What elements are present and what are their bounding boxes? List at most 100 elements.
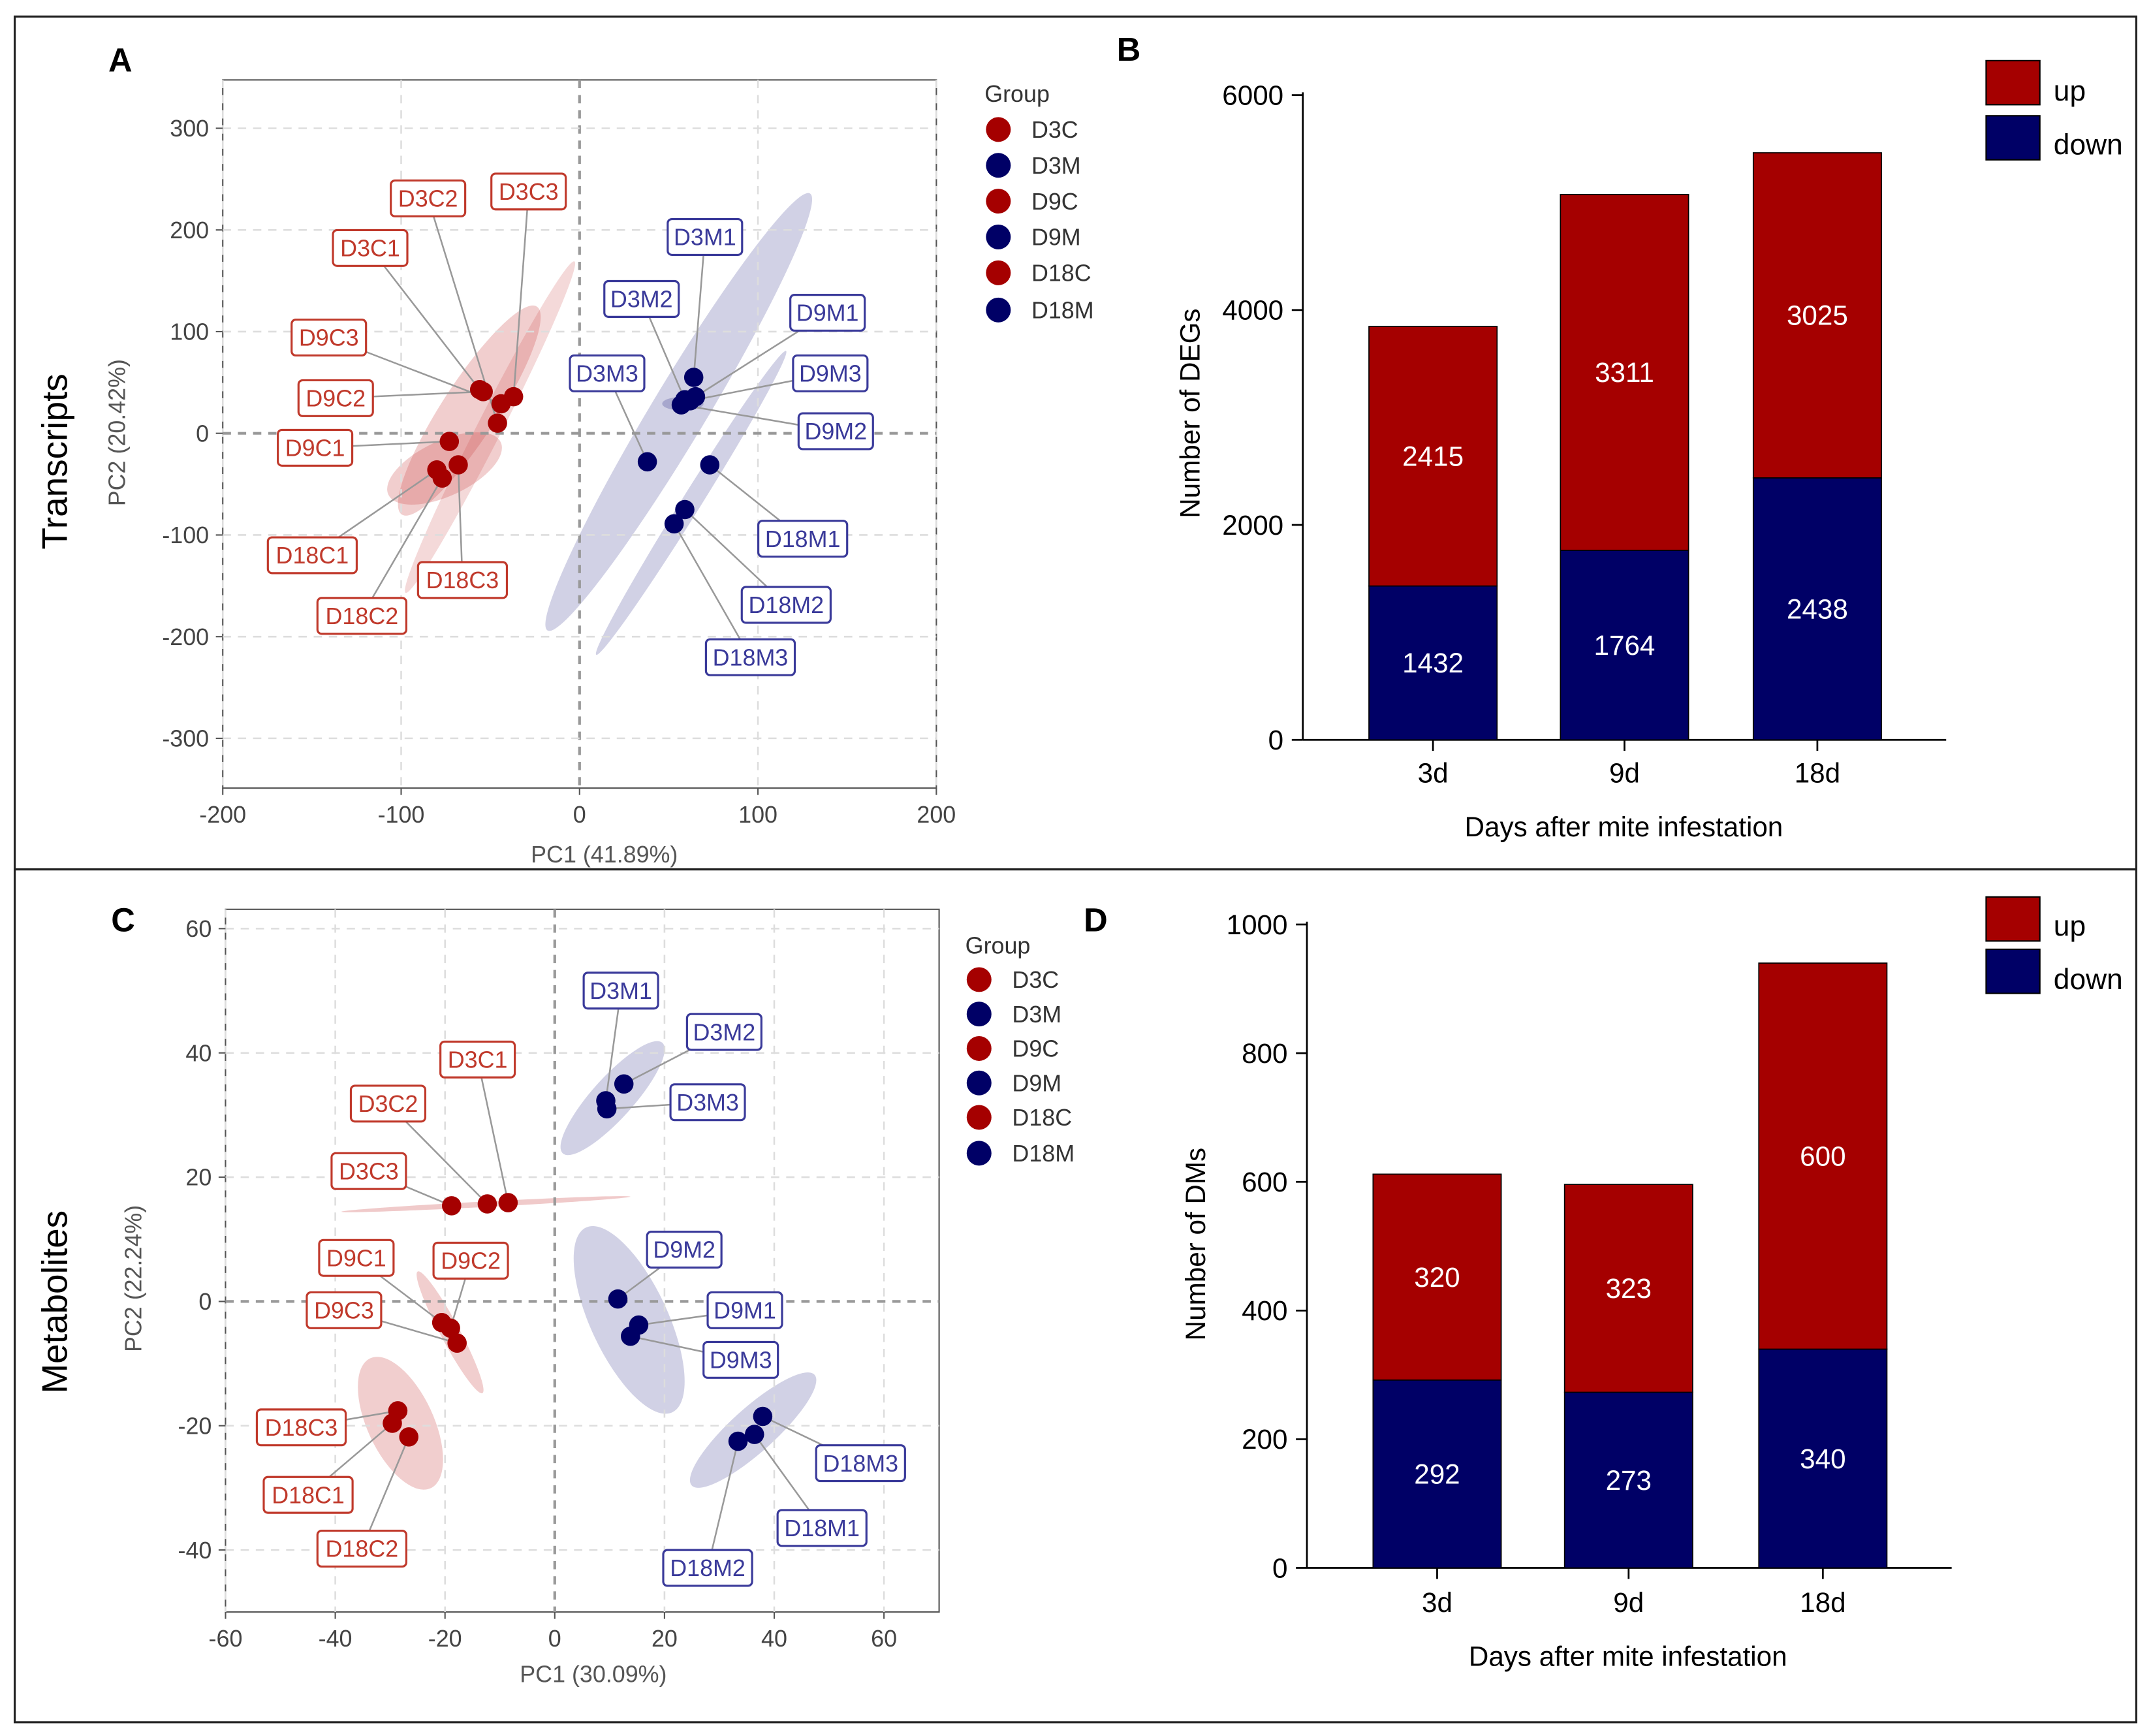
y-tick-label: 300 — [170, 116, 209, 142]
legend-swatch-down — [1985, 115, 2041, 161]
data-point-d9c3 — [447, 1333, 467, 1353]
point-label: D9M3 — [799, 361, 862, 387]
bar-value-down: 273 — [1606, 1465, 1652, 1496]
x-tick-label: 20 — [652, 1626, 678, 1652]
panel-letter: A — [108, 42, 133, 79]
x-axis-label: Days after mite infestation — [1465, 812, 1783, 842]
point-label-box — [667, 217, 744, 256]
bar-down-9d — [1563, 1391, 1693, 1569]
y-tick-label: 40 — [185, 1040, 212, 1066]
data-point-d18m1 — [700, 455, 720, 475]
row-label: Metabolites — [35, 1210, 75, 1394]
data-point-d18c3 — [448, 455, 468, 475]
pca-panel-c: C Metabolites -60 -40 -20 0 20 40 60 60 40 20 0 -20 -4… — [35, 902, 1075, 1688]
legend-label: D9C — [1012, 1036, 1059, 1062]
point-label-box — [332, 229, 409, 267]
point-label-box — [432, 1241, 509, 1280]
data-point-d18c2 — [432, 468, 452, 488]
legend-marker — [986, 260, 1011, 285]
point-label: D3M3 — [676, 1090, 739, 1116]
data-point-d18m2 — [675, 499, 695, 520]
bar-down-3d — [1372, 1379, 1502, 1569]
x-tick-label: 200 — [917, 802, 956, 828]
bar-value-up: 600 — [1800, 1141, 1845, 1172]
x-tick-label: 100 — [738, 802, 777, 828]
point-label-box — [704, 638, 796, 676]
legend-marker — [986, 297, 1011, 323]
y-axis-label: Number of DMs — [1180, 1148, 1211, 1340]
legend-label: D9C — [1031, 189, 1078, 215]
bar-up-9d — [1560, 194, 1689, 551]
point-label: D3C1 — [340, 236, 400, 262]
point-label: D18C1 — [276, 543, 349, 569]
bar-up-3d — [1372, 1173, 1502, 1381]
x-tick-label: 18d — [1800, 1587, 1845, 1618]
data-point-d18m2 — [728, 1431, 748, 1451]
data-point-d18c3 — [388, 1401, 408, 1421]
bar-value-up: 3311 — [1595, 357, 1654, 388]
x-tick-label: 18d — [1795, 758, 1840, 789]
bar-value-up: 323 — [1606, 1273, 1652, 1304]
x-tick-label: 3d — [1418, 758, 1449, 789]
y-axis-label: PC2 (20.42%) — [104, 359, 130, 506]
point-label-box — [318, 1239, 395, 1277]
point-label-box — [255, 1408, 347, 1447]
point-label-box — [797, 412, 874, 450]
legend-swatch-down — [1985, 948, 2041, 994]
leader-line — [693, 236, 706, 378]
bar-down-18d — [1752, 477, 1882, 741]
point-label: D18M3 — [713, 644, 789, 671]
point-label-box — [439, 1040, 516, 1079]
x-tick-label: 9d — [1613, 1587, 1644, 1618]
point-label: D3C2 — [358, 1091, 418, 1117]
legend-label: D3C — [1012, 967, 1059, 993]
bar-up-18d — [1758, 962, 1888, 1350]
point-label-box — [297, 379, 374, 417]
legend-marker — [966, 1105, 992, 1130]
y-tick-label: 6000 — [1222, 80, 1283, 110]
y-axis-label: Number of DEGs — [1174, 309, 1205, 518]
point-label: D3C3 — [499, 179, 559, 205]
point-label: D9C2 — [441, 1248, 501, 1274]
point-label: D18C2 — [326, 1536, 399, 1562]
legend-label: D3M — [1031, 153, 1081, 179]
legend-marker — [986, 224, 1011, 249]
point-label-box — [603, 279, 680, 318]
x-tick-label: 0 — [573, 802, 586, 828]
point-label: D3M2 — [693, 1019, 756, 1045]
point-label: D18M1 — [784, 1515, 860, 1541]
x-tick-label: 9d — [1609, 758, 1640, 789]
ellipse-d9m — [573, 1225, 685, 1414]
y-tick-label: 600 — [1242, 1167, 1287, 1197]
legend-label: D18C — [1012, 1105, 1072, 1131]
point-label-box — [330, 1152, 407, 1190]
row-label: Transcripts — [35, 373, 75, 549]
y-tick-label: -20 — [178, 1413, 212, 1439]
data-point-d3c2 — [488, 413, 507, 433]
y-tick-label: -40 — [178, 1538, 212, 1564]
legend-marker — [966, 1070, 992, 1096]
bar-value-down: 2438 — [1787, 593, 1848, 624]
point-label-box — [349, 1084, 427, 1123]
data-point-d9c2 — [441, 1318, 460, 1338]
point-label-box — [277, 428, 354, 467]
legend-swatch-up — [1985, 896, 2041, 942]
data-point-d3m3 — [597, 1099, 617, 1119]
point-label: D3C1 — [448, 1047, 508, 1073]
point-label: D9C1 — [326, 1245, 386, 1271]
point-label-box — [316, 597, 407, 635]
legend-marker — [986, 189, 1011, 214]
leader-line — [457, 464, 463, 580]
data-point-d9c1 — [439, 432, 460, 451]
data-point-d9m2 — [608, 1289, 628, 1309]
point-label: D9M2 — [804, 418, 867, 445]
bar-up-18d — [1752, 152, 1882, 479]
legend-marker — [966, 1141, 992, 1166]
point-label: D18M2 — [670, 1555, 746, 1581]
x-tick-label: -40 — [319, 1626, 353, 1652]
legend-marker — [986, 153, 1011, 178]
y-tick-label: 100 — [170, 319, 209, 345]
bar-down-18d — [1758, 1348, 1888, 1569]
